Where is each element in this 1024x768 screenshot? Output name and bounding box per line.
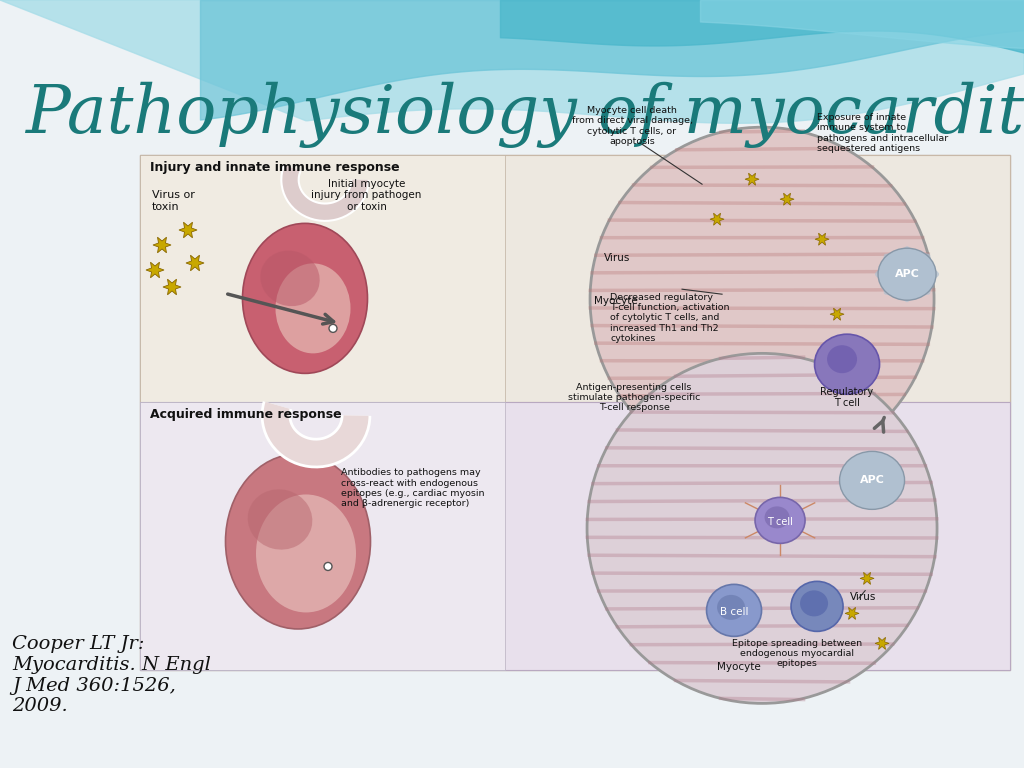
Bar	[140, 155, 1010, 402]
Text: Initial myocyte
injury from pathogen
or toxin: Initial myocyte injury from pathogen or …	[311, 179, 422, 212]
Text: T cell: T cell	[767, 518, 793, 528]
Polygon shape	[153, 237, 171, 253]
Polygon shape	[830, 308, 844, 320]
FancyArrowPatch shape	[227, 294, 334, 324]
Text: Antigen-presenting cells
stimulate pathogen-specific
T-cell response: Antigen-presenting cells stimulate patho…	[568, 382, 700, 412]
Ellipse shape	[902, 282, 912, 302]
Ellipse shape	[275, 263, 350, 353]
Ellipse shape	[914, 279, 931, 295]
Text: Pathophysiology of myocarditis: Pathophysiology of myocarditis	[25, 82, 1024, 148]
Ellipse shape	[827, 345, 857, 373]
Polygon shape	[845, 607, 859, 620]
Ellipse shape	[867, 452, 877, 472]
Ellipse shape	[225, 454, 371, 629]
Bar	[140, 155, 506, 402]
Text: Myocyte: Myocyte	[594, 296, 638, 306]
Text: APC: APC	[895, 270, 920, 280]
Ellipse shape	[880, 485, 896, 501]
Ellipse shape	[884, 279, 899, 295]
Circle shape	[587, 353, 937, 703]
Text: Virus or
toxin: Virus or toxin	[152, 190, 195, 212]
Ellipse shape	[792, 581, 843, 631]
Text: Decreased regulatory
T-cell function, activation
of cytolytic T cells, and
incre: Decreased regulatory T-cell function, ac…	[610, 293, 729, 343]
Ellipse shape	[914, 253, 931, 270]
Text: Regulatory
T cell: Regulatory T cell	[820, 386, 873, 409]
Ellipse shape	[884, 253, 899, 270]
Polygon shape	[146, 262, 164, 278]
Polygon shape	[179, 222, 197, 238]
Bar	[140, 402, 506, 670]
Text: Myocyte: Myocyte	[717, 662, 761, 672]
Ellipse shape	[243, 223, 368, 373]
Ellipse shape	[248, 489, 312, 550]
Bar	[140, 155, 1010, 670]
Polygon shape	[710, 214, 724, 225]
Ellipse shape	[849, 460, 864, 475]
Text: APC: APC	[859, 475, 885, 485]
Ellipse shape	[878, 248, 936, 300]
Ellipse shape	[717, 595, 745, 620]
Text: Myocyte cell death
from direct viral damage,
cytolytic T cells, or
apoptosis: Myocyte cell death from direct viral dam…	[571, 106, 692, 146]
Text: Epitope spreading between
endogenous myocardial
epitopes: Epitope spreading between endogenous myo…	[732, 638, 862, 668]
Ellipse shape	[902, 247, 912, 266]
Ellipse shape	[840, 475, 860, 485]
FancyArrowPatch shape	[874, 418, 885, 432]
Polygon shape	[186, 255, 204, 271]
Text: Virus: Virus	[604, 253, 631, 263]
Bar	[140, 402, 1010, 670]
Ellipse shape	[884, 475, 904, 485]
Text: Injury and innate immune response: Injury and innate immune response	[150, 161, 399, 174]
Text: Antibodies to pathogens may
cross-react with endogenous
epitopes (e.g., cardiac : Antibodies to pathogens may cross-react …	[341, 468, 484, 508]
Polygon shape	[163, 280, 181, 295]
Polygon shape	[815, 233, 829, 245]
Polygon shape	[745, 173, 759, 185]
Ellipse shape	[755, 498, 805, 544]
Circle shape	[590, 127, 934, 472]
Ellipse shape	[867, 488, 877, 508]
Ellipse shape	[876, 270, 895, 280]
Ellipse shape	[814, 334, 880, 394]
Text: Acquired immune response: Acquired immune response	[150, 409, 342, 421]
Ellipse shape	[260, 250, 319, 306]
Text: Cooper LT Jr:
Myocarditis. N Engl
J Med 360:1526,
2009.: Cooper LT Jr: Myocarditis. N Engl J Med …	[12, 635, 211, 716]
Circle shape	[324, 562, 332, 571]
Polygon shape	[876, 637, 889, 650]
Ellipse shape	[849, 485, 864, 501]
Ellipse shape	[920, 270, 939, 280]
Ellipse shape	[880, 460, 896, 475]
Polygon shape	[860, 572, 874, 584]
Text: Exposure of innate
immune system to
pathogens and intracellular
sequestered anti: Exposure of innate immune system to path…	[817, 113, 948, 153]
Polygon shape	[780, 193, 794, 205]
Ellipse shape	[765, 506, 790, 528]
Ellipse shape	[840, 452, 904, 509]
Ellipse shape	[707, 584, 762, 637]
Ellipse shape	[256, 495, 356, 612]
Text: Virus: Virus	[850, 592, 877, 602]
Circle shape	[329, 324, 337, 333]
Text: B cell: B cell	[720, 607, 749, 617]
Ellipse shape	[800, 591, 828, 617]
